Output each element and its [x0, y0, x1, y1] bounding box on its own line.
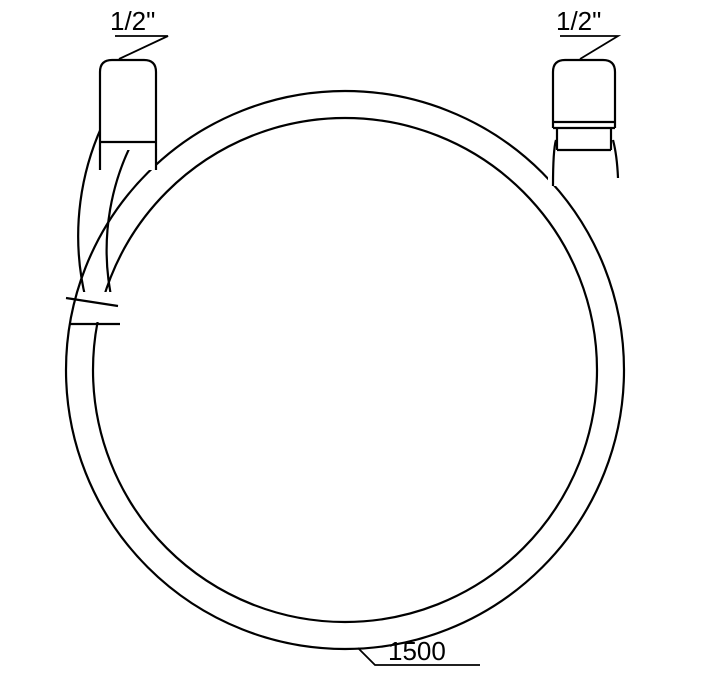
connector-right-label: 1/2"	[556, 6, 601, 36]
connector-right: 1/2"	[553, 6, 618, 150]
length-label: 1500	[388, 636, 446, 666]
hose-coil	[66, 80, 624, 649]
connector-left-label: 1/2"	[110, 6, 155, 36]
length-callout: 1500	[358, 636, 480, 666]
hose-diagram: 1/2" 1/2" 1500	[0, 0, 717, 680]
connector-left: 1/2"	[100, 6, 168, 150]
